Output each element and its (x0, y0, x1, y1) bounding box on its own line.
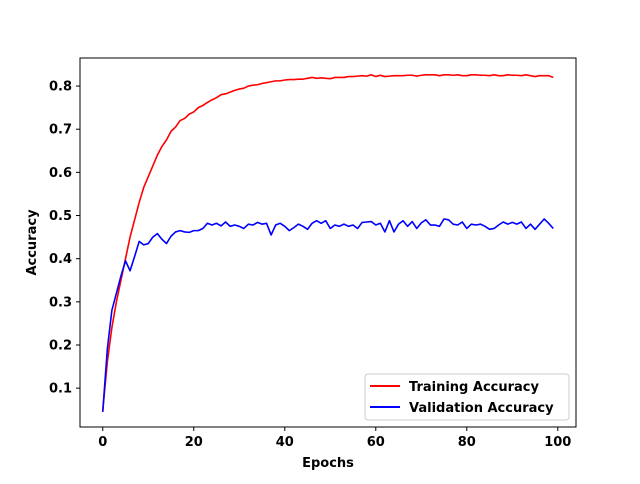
x-axis-label: Epochs (302, 456, 354, 471)
y-tick-label: 0.7 (49, 123, 72, 138)
x-tick-label: 0 (98, 435, 107, 450)
legend-label-validation: Validation Accuracy (409, 401, 554, 416)
plot-layer (103, 75, 554, 412)
series-points-training-accuracy (103, 75, 554, 411)
legend: Training Accuracy Validation Accuracy (365, 374, 569, 420)
x-axis-ticks: 0 20 40 60 80 100 (98, 427, 571, 450)
x-tick-label: 80 (458, 435, 476, 450)
legend-label-training: Training Accuracy (409, 380, 539, 395)
x-tick-label: 100 (544, 435, 571, 450)
y-tick-label: 0.1 (49, 382, 72, 397)
series-line-training-accuracy (103, 75, 554, 411)
y-tick-label: 0.6 (49, 166, 72, 181)
y-tick-label: 0.4 (49, 252, 72, 267)
y-tick-label: 0.3 (49, 295, 72, 310)
x-tick-label: 60 (367, 435, 385, 450)
y-tick-label: 0.5 (49, 209, 72, 224)
y-axis-label: Accuracy (25, 209, 40, 276)
plot-frame (80, 58, 576, 427)
x-tick-label: 40 (276, 435, 294, 450)
y-tick-label: 0.8 (49, 80, 72, 95)
y-axis-ticks: 0.1 0.2 0.3 0.4 0.5 0.6 0.7 0.8 (49, 80, 80, 397)
x-tick-label: 20 (185, 435, 203, 450)
y-tick-label: 0.2 (49, 339, 72, 354)
